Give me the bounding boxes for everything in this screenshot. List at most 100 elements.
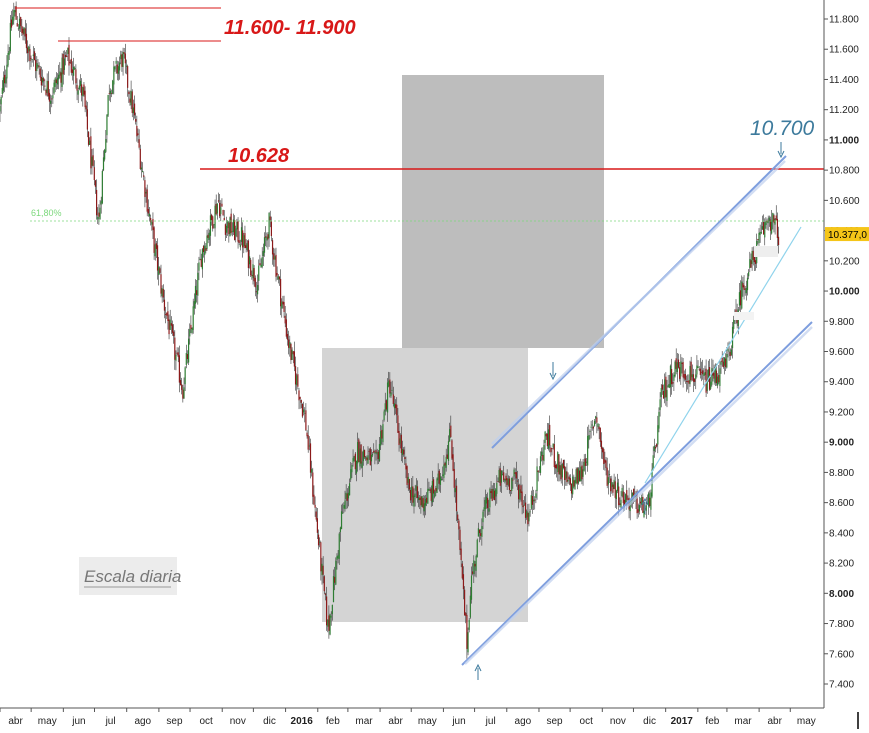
candle-body (168, 319, 170, 335)
candle-body (349, 483, 351, 496)
candle-body (74, 67, 76, 70)
candle-body (685, 380, 688, 382)
candle-body (18, 18, 21, 29)
candle-body (15, 6, 17, 20)
candle-body (526, 511, 528, 518)
candle-body (215, 203, 217, 215)
candle-body (445, 456, 447, 468)
candle-body (374, 452, 376, 454)
candle-body (426, 497, 428, 503)
candle-body (45, 89, 47, 95)
candle-body (144, 180, 146, 197)
candle-body (447, 441, 450, 461)
candle-body (519, 489, 521, 500)
candle-body (184, 367, 186, 385)
candle-body (714, 366, 716, 383)
candle-body (179, 380, 182, 386)
candle-body (466, 614, 468, 649)
candle-body (610, 478, 612, 492)
candle-body (63, 58, 65, 70)
candle-body (703, 373, 705, 377)
candle-body (558, 454, 560, 475)
candle-body (204, 245, 206, 256)
y-tick-label: 11.800 (829, 15, 859, 26)
candle-body (538, 471, 540, 473)
candle-body (731, 326, 734, 349)
y-tick-label: 8.200 (829, 559, 854, 570)
channel-upper-line-2 (491, 160, 786, 445)
candle-body (283, 302, 285, 312)
candle-body (328, 615, 330, 631)
candle-body (746, 277, 749, 291)
candle-body (453, 468, 455, 488)
candle-body (332, 576, 335, 603)
candle-body (201, 249, 203, 270)
candle-body (178, 355, 180, 383)
candle-body (547, 429, 550, 449)
candle-body (320, 542, 322, 572)
candle-body (592, 426, 594, 429)
candle-body (367, 455, 369, 464)
candle-body (234, 220, 236, 241)
candle-body (398, 431, 400, 446)
candle-body (588, 435, 590, 441)
projection-zone-dark (402, 75, 604, 348)
candle-body (314, 504, 316, 508)
candle-body (352, 458, 354, 463)
candle-body (323, 576, 325, 592)
candle-body (307, 435, 309, 450)
candle-body (216, 203, 218, 214)
candle-body (704, 372, 706, 375)
candle-body (365, 457, 367, 459)
candle-body (581, 465, 583, 480)
candle-body (400, 434, 402, 454)
candle-body (238, 240, 240, 244)
candle-body (24, 28, 26, 37)
candle-body (102, 157, 105, 171)
candle-body (305, 410, 307, 431)
candle-body (557, 452, 559, 473)
candle-body (265, 236, 267, 238)
candle-body (342, 512, 344, 514)
candle-body (636, 491, 638, 514)
candle-body (604, 459, 606, 463)
candle-body (62, 53, 64, 75)
candle-body (277, 276, 279, 280)
candle-body (147, 208, 149, 214)
candle-body (499, 468, 501, 486)
x-tick-label: jun (71, 716, 85, 727)
y-tick-label: 7.400 (829, 680, 854, 691)
candle-body (608, 474, 611, 475)
candle-body (344, 500, 346, 509)
candle-body (382, 424, 384, 443)
y-tick-label: 7.600 (829, 649, 854, 660)
candle-body (560, 465, 562, 480)
candle-body (491, 488, 493, 501)
candle-body (129, 98, 131, 103)
candle-body (281, 301, 283, 309)
candle-body (191, 328, 193, 333)
candle-body (304, 412, 306, 414)
candle-body (458, 520, 460, 530)
candle-body (698, 368, 700, 370)
candle-body (98, 212, 100, 217)
candle-body (205, 248, 207, 251)
candle-body (443, 464, 445, 478)
candle-body (439, 476, 442, 485)
x-tick-label: sep (166, 716, 183, 727)
candle-body (55, 79, 57, 84)
candle-body (363, 449, 366, 458)
candle-body (208, 232, 210, 240)
candle-body (66, 55, 68, 57)
x-axis-ticks: abr may jun jul ago sep oct nov dic 2016 feb mar abr… (0, 708, 816, 727)
candle-body (431, 480, 433, 503)
candle-body (94, 180, 97, 187)
candle-body (8, 50, 10, 55)
candle-body (347, 492, 350, 499)
candle-body (377, 451, 379, 460)
candle-body (702, 370, 704, 375)
candle-body (366, 457, 368, 461)
candle-body (235, 228, 237, 237)
candle-body (368, 450, 370, 452)
candle-body (87, 131, 90, 145)
